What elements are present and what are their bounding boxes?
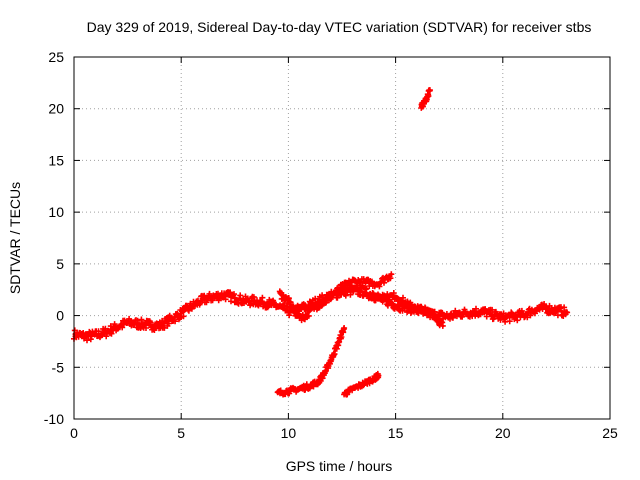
plot-frame bbox=[73, 56, 611, 420]
data-point bbox=[384, 291, 391, 298]
data-point bbox=[388, 271, 395, 278]
data-point bbox=[360, 382, 367, 389]
data-point bbox=[138, 316, 145, 323]
x-tick-label: 10 bbox=[281, 425, 297, 441]
data-point bbox=[340, 285, 347, 292]
x-axis-label: GPS time / hours bbox=[286, 458, 393, 474]
data-point bbox=[143, 325, 149, 331]
data-point bbox=[361, 291, 368, 298]
data-point bbox=[165, 320, 172, 327]
data-point bbox=[426, 87, 433, 94]
y-tick-label: 10 bbox=[48, 204, 64, 220]
x-tick-label: 20 bbox=[495, 425, 511, 441]
data-point bbox=[541, 301, 548, 307]
data-point bbox=[341, 325, 348, 331]
axis-ticks: 0 5 10 15 20 25 -10 -5 0 5 10 15 20 25 bbox=[44, 49, 618, 441]
x-tick-label: 25 bbox=[602, 425, 618, 441]
data-point bbox=[265, 303, 272, 310]
data-point bbox=[387, 275, 394, 282]
data-point bbox=[336, 286, 343, 293]
x-tick-label: 15 bbox=[388, 425, 404, 441]
data-points bbox=[71, 87, 571, 398]
grid bbox=[74, 57, 610, 419]
data-point bbox=[439, 322, 446, 329]
data-point bbox=[473, 305, 479, 312]
y-tick-label: 20 bbox=[48, 101, 64, 117]
series-secondary-arc-14-17 bbox=[366, 290, 446, 329]
data-point bbox=[305, 312, 312, 319]
data-point bbox=[359, 282, 366, 289]
data-point bbox=[342, 292, 349, 299]
data-point bbox=[390, 290, 397, 296]
series-upper-segment bbox=[418, 87, 433, 111]
series-main-arc bbox=[71, 284, 571, 344]
y-tick-label: -5 bbox=[52, 359, 65, 375]
data-point bbox=[506, 318, 513, 325]
data-point bbox=[331, 351, 338, 358]
data-point bbox=[425, 93, 432, 100]
data-point bbox=[323, 299, 330, 306]
data-point bbox=[287, 299, 294, 306]
x-tick-label: 5 bbox=[177, 425, 185, 441]
data-point bbox=[514, 317, 521, 324]
data-point bbox=[456, 309, 463, 316]
data-point bbox=[237, 292, 244, 299]
data-point bbox=[319, 375, 326, 382]
data-point bbox=[400, 294, 406, 301]
data-point bbox=[543, 304, 550, 311]
data-point bbox=[222, 296, 229, 303]
series-hump-10-13 bbox=[276, 271, 395, 324]
series-steep-rise bbox=[274, 325, 348, 398]
series-lower-segment bbox=[341, 370, 382, 398]
data-point bbox=[407, 310, 414, 316]
data-point bbox=[524, 314, 531, 321]
data-point bbox=[172, 318, 179, 325]
data-point bbox=[376, 283, 383, 290]
y-tick-label: 25 bbox=[48, 49, 64, 65]
data-point bbox=[231, 291, 237, 298]
data-point bbox=[84, 337, 90, 344]
y-tick-label: 5 bbox=[56, 256, 64, 272]
chart-title: Day 329 of 2019, Sidereal Day-to-day VTE… bbox=[87, 19, 592, 35]
data-point bbox=[381, 279, 387, 286]
data-point bbox=[259, 294, 266, 301]
y-tick-label: 15 bbox=[48, 152, 64, 168]
data-point bbox=[197, 300, 204, 307]
x-tick-label: 0 bbox=[70, 425, 78, 441]
data-point bbox=[134, 317, 141, 324]
y-axis-label: SDTVAR / TECUs bbox=[7, 182, 23, 294]
data-point bbox=[375, 372, 382, 379]
y-tick-label: 0 bbox=[56, 308, 64, 324]
data-point bbox=[347, 291, 354, 298]
data-point bbox=[180, 313, 187, 320]
y-tick-label: -10 bbox=[44, 411, 64, 427]
data-point bbox=[564, 309, 571, 316]
data-point bbox=[386, 296, 393, 303]
